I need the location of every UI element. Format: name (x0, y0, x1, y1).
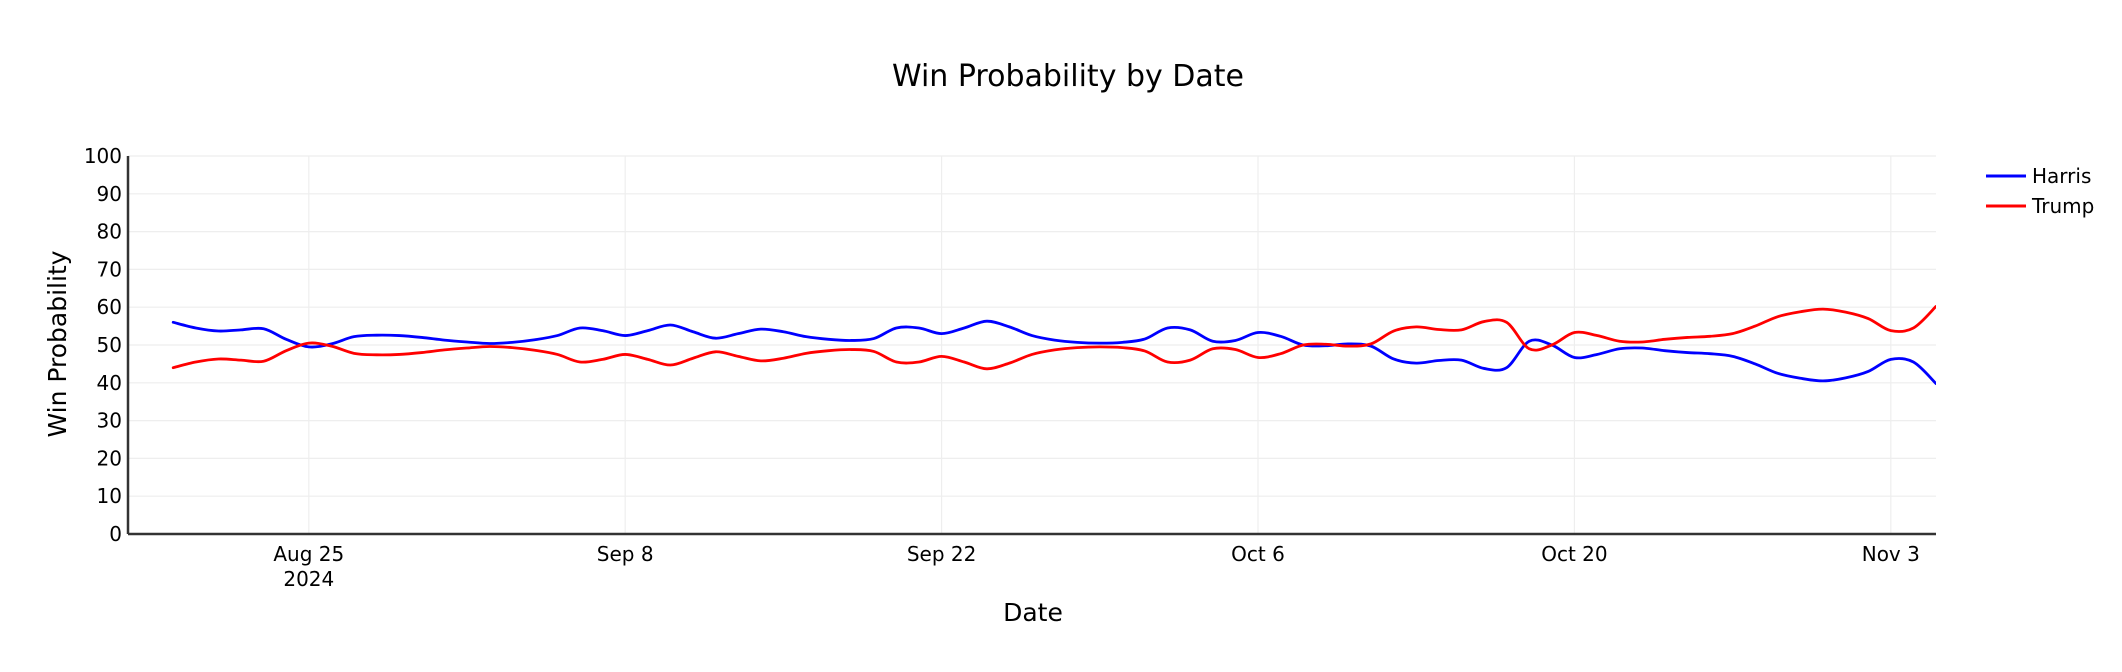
y-tick-label: 20 (97, 446, 122, 470)
axes (126, 156, 1936, 536)
series-line-harris (171, 319, 1936, 385)
y-tick-label: 60 (97, 295, 122, 319)
y-tick-label: 100 (84, 144, 122, 168)
x-tick-label: Nov 3 (1862, 542, 1920, 566)
legend-item-trump[interactable]: Trump (1986, 194, 2094, 218)
legend: Harris Trump (1986, 164, 2094, 218)
x-tick-label: Oct 6 (1231, 542, 1285, 566)
y-tick-labels: 0 10 20 30 40 50 60 70 80 90 100 (84, 144, 122, 546)
x-tick-label: Sep 22 (907, 542, 977, 566)
x-tick-label: Sep 8 (597, 542, 654, 566)
series-lines (171, 305, 1936, 385)
legend-item-harris[interactable]: Harris (1986, 164, 2091, 188)
x-axis-title: Date (1003, 598, 1063, 627)
x-tick-label: Aug 25 (273, 542, 344, 566)
y-tick-label: 10 (97, 484, 122, 508)
series-line-trump (171, 305, 1936, 371)
chart-title: Win Probability by Date (892, 59, 1244, 94)
y-tick-label: 40 (97, 371, 122, 395)
y-tick-label: 0 (109, 522, 122, 546)
x-tick-label: Oct 20 (1541, 542, 1607, 566)
y-tick-label: 80 (97, 220, 122, 244)
y-tick-label: 70 (97, 257, 122, 281)
legend-label: Harris (2032, 164, 2091, 188)
y-tick-label: 30 (97, 409, 122, 433)
y-axis-title: Win Probability (43, 250, 72, 437)
grid (128, 155, 1936, 534)
y-tick-label: 50 (97, 333, 122, 357)
x-tick-sublabel: 2024 (283, 567, 334, 591)
legend-label: Trump (2031, 194, 2094, 218)
y-tick-label: 90 (97, 182, 122, 206)
